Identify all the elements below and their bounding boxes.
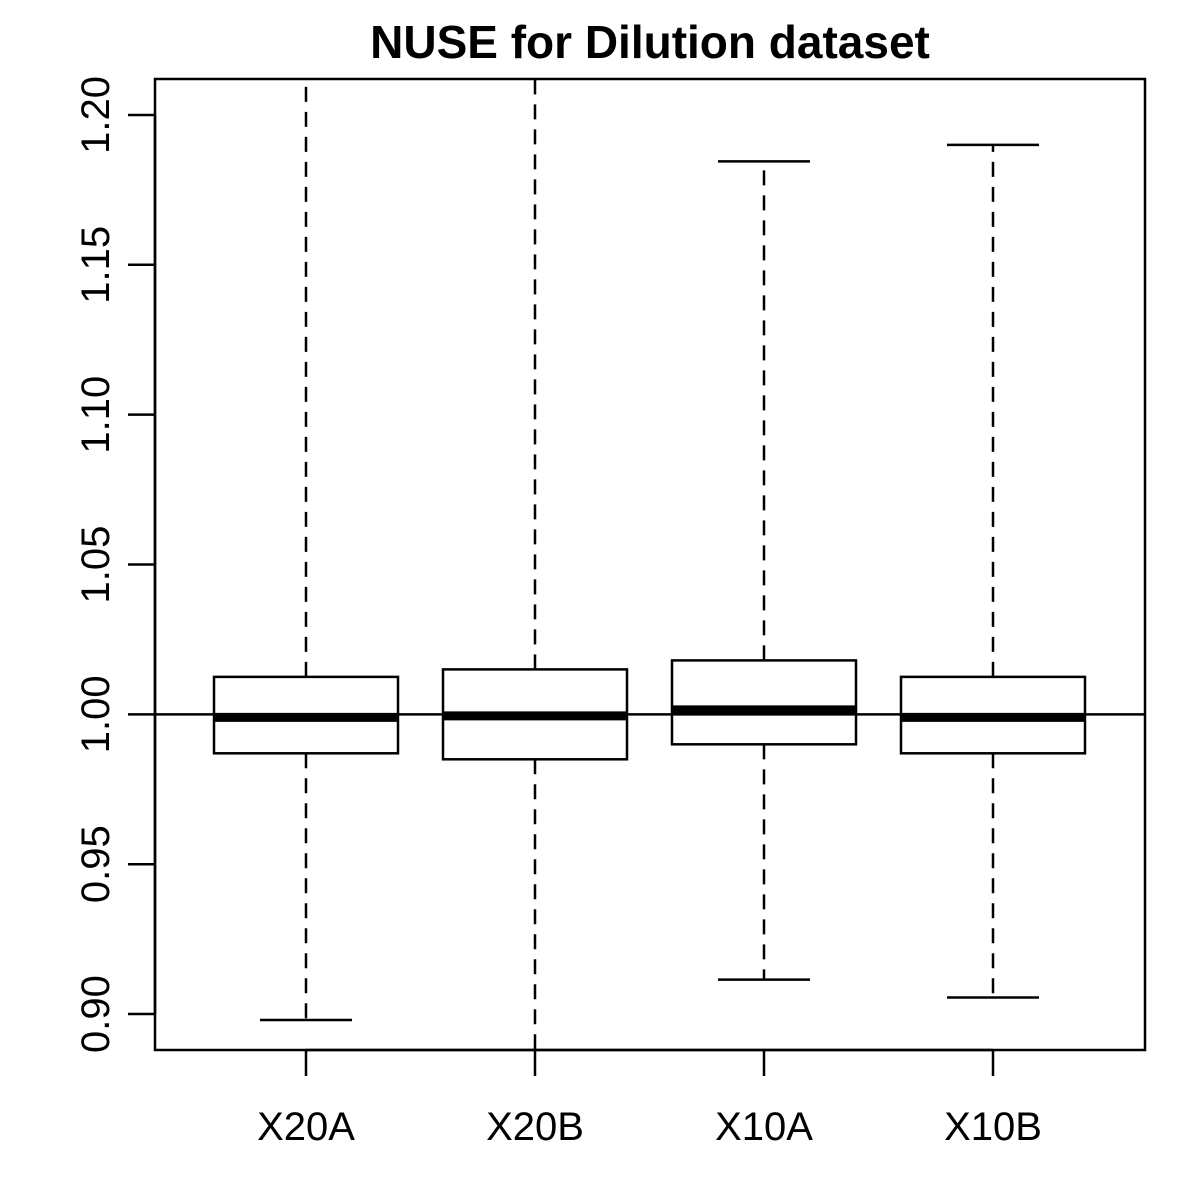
y-tick-label: 1.05 — [74, 526, 118, 604]
plot-area — [155, 79, 1145, 1050]
y-tick-label: 0.90 — [74, 975, 118, 1053]
y-tick-label: 1.00 — [74, 675, 118, 753]
chart-title: NUSE for Dilution dataset — [370, 16, 930, 68]
x-tick-label: X10B — [944, 1105, 1042, 1149]
box-group-x20b — [441, 79, 629, 1050]
x-axis: X20A X20B X10A X10B — [257, 1048, 1042, 1149]
y-tick-label: 1.20 — [74, 76, 118, 154]
x-tick-label: X20B — [486, 1105, 584, 1149]
y-tick-label: 1.10 — [74, 376, 118, 454]
x-tick-label: X10A — [715, 1105, 813, 1149]
plot-frame — [153, 77, 1147, 1052]
y-axis: 0.90 0.95 1.00 1.05 1.10 1.15 1.20 — [74, 76, 157, 1053]
y-tick-label: 1.15 — [74, 226, 118, 304]
box-group-x20a — [212, 79, 400, 1022]
box-group-x10a — [670, 160, 858, 981]
box-group-x10b — [899, 143, 1087, 999]
y-tick-label: 0.95 — [74, 825, 118, 903]
x-tick-label: X20A — [257, 1105, 355, 1149]
box-iqr — [670, 659, 858, 746]
